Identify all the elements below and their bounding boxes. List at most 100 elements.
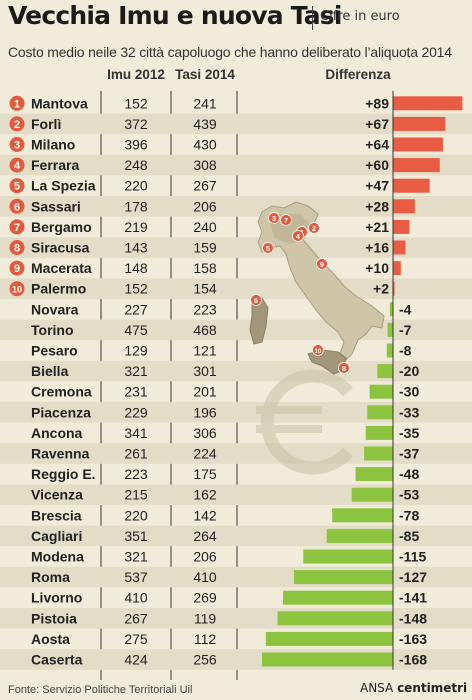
imu-value: 321 — [124, 363, 148, 379]
imu-value: 220 — [124, 178, 148, 194]
rank-number: 9 — [14, 263, 20, 275]
diff-bar — [393, 261, 401, 276]
imu-value: 215 — [124, 487, 148, 503]
title-separator — [312, 6, 313, 30]
map-marker-label: 6 — [254, 296, 258, 305]
diff-label: +28 — [365, 198, 389, 214]
imu-value: 424 — [124, 652, 148, 668]
tasi-value: 240 — [193, 219, 217, 235]
row-stripe — [0, 237, 472, 258]
diff-bar — [393, 240, 406, 255]
table-row: Brescia 220 142 -78 — [31, 507, 419, 523]
rank-number: 8 — [14, 243, 20, 255]
table-row: 4 Ferrara 248 308 +60 — [9, 157, 440, 173]
diff-bar — [265, 631, 393, 646]
imu-value: 475 — [124, 322, 148, 338]
diff-label: -53 — [399, 487, 419, 503]
city-name: Milano — [31, 137, 75, 153]
credit-logo: ANSA centimetri — [360, 681, 467, 695]
tasi-value: 224 — [193, 446, 217, 462]
imu-value: 220 — [124, 507, 148, 523]
table-row: 7 Bergamo 219 240 +21 — [9, 219, 410, 235]
tasi-value: 201 — [193, 384, 217, 400]
diff-bar — [277, 611, 393, 626]
tasi-value: 410 — [193, 569, 217, 585]
row-stripe — [0, 443, 472, 464]
rank-badge — [9, 157, 25, 173]
italy-map-icon: 12345678910 — [249, 201, 385, 375]
tasi-value: 223 — [193, 301, 217, 317]
map-marker — [280, 214, 292, 226]
diff-label: +67 — [365, 116, 389, 132]
euro-symbol-icon — [256, 369, 353, 475]
diff-label: +21 — [365, 219, 389, 235]
tasi-value: 162 — [193, 487, 217, 503]
row-stripe — [0, 113, 472, 135]
tasi-value: 142 — [193, 507, 217, 523]
imu-value: 231 — [124, 384, 148, 400]
row-stripe — [0, 154, 472, 176]
rank-number: 7 — [14, 222, 20, 234]
diff-label: -4 — [399, 301, 412, 317]
table-row: Pesaro 129 121 -8 — [31, 343, 412, 359]
column-header-diff: Differenza — [325, 67, 391, 82]
table-row: Pistoia 267 119 -148 — [31, 610, 427, 626]
city-name: Cremona — [31, 384, 92, 400]
diff-label: +16 — [365, 240, 389, 256]
tasi-value: 264 — [193, 528, 217, 544]
tasi-value: 308 — [193, 157, 217, 173]
diff-label: -33 — [399, 404, 419, 420]
diff-label: -78 — [399, 507, 419, 523]
rank-badge — [9, 260, 25, 276]
rank-number: 10 — [12, 285, 22, 295]
rank-number: 4 — [14, 160, 21, 172]
diff-bar — [261, 652, 393, 667]
rank-number: 5 — [14, 181, 20, 193]
diff-bar — [364, 446, 393, 461]
diff-label: +89 — [365, 95, 389, 111]
diff-bar — [387, 322, 393, 337]
diff-label: +64 — [365, 137, 389, 153]
imu-value: 321 — [124, 549, 148, 565]
diff-label: -127 — [399, 569, 427, 585]
imu-value: 223 — [124, 466, 148, 482]
diff-bar — [393, 116, 446, 131]
diff-label: +47 — [365, 178, 389, 194]
tasi-value: 206 — [193, 549, 217, 565]
diff-label: +10 — [365, 260, 389, 276]
table-row: 8 Siracusa 143 159 +16 — [9, 240, 406, 256]
diff-bar — [393, 158, 440, 173]
diff-bar — [351, 487, 393, 502]
city-name: Cagliari — [31, 528, 82, 544]
map-marker — [308, 222, 320, 234]
diff-bar — [377, 364, 393, 379]
map-marker-label: 4 — [296, 232, 301, 241]
map-marker — [312, 344, 324, 356]
table-row: Vicenza 215 162 -53 — [31, 487, 419, 503]
diff-label: -168 — [399, 652, 427, 668]
imu-value: 248 — [124, 157, 148, 173]
tasi-value: 175 — [193, 466, 217, 482]
table-row: Piacenza 229 196 -33 — [31, 404, 419, 420]
tasi-value: 159 — [193, 240, 217, 256]
chart-subtitle: Costo medio neile 32 città capoluogo che… — [8, 44, 452, 60]
diff-bar — [293, 570, 393, 585]
imu-value: 537 — [124, 569, 148, 585]
city-name: Forlì — [31, 116, 61, 132]
table-row: Ancona 341 306 -35 — [31, 425, 419, 441]
map-marker-label: 9 — [320, 260, 324, 269]
table-row: Biella 321 301 -20 — [31, 363, 419, 379]
city-name: Pesaro — [31, 343, 78, 359]
imu-value: 219 — [124, 219, 148, 235]
table-row: Ravenna 261 224 -37 — [31, 446, 419, 462]
map-marker-label: 10 — [315, 349, 322, 355]
table-row: 1 Mantova 152 241 +89 — [9, 95, 463, 111]
city-name: Macerata — [31, 260, 92, 276]
city-name: Ravenna — [31, 446, 90, 462]
diff-bar — [367, 405, 393, 420]
diff-label: -141 — [399, 590, 427, 606]
map-marker — [338, 362, 350, 374]
diff-bar — [393, 199, 415, 214]
table-row: 3 Milano 396 430 +64 — [9, 137, 443, 153]
